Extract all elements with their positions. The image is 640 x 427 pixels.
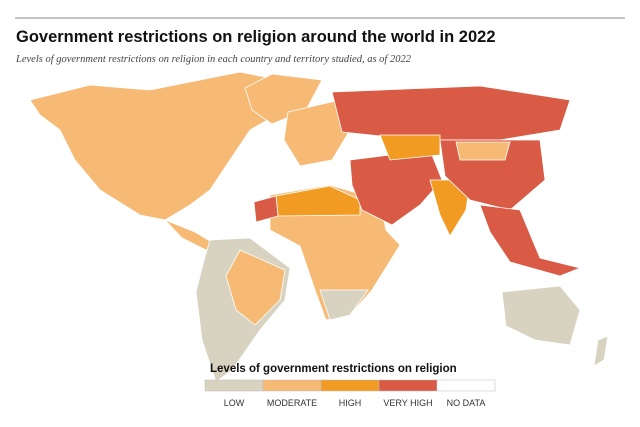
legend-label: VERY HIGH	[383, 398, 432, 408]
title: Government restrictions on religion arou…	[16, 28, 496, 46]
legend-swatch	[436, 379, 496, 392]
legend-label: LOW	[224, 398, 245, 408]
legend-label: NO DATA	[447, 398, 486, 408]
legend-swatch	[320, 379, 380, 392]
north-america	[29, 71, 291, 221]
mongolia	[455, 141, 511, 161]
morocco	[253, 195, 279, 223]
legend-swatch	[204, 379, 264, 392]
legend-swatch	[262, 379, 322, 392]
southern-africa	[319, 289, 369, 321]
new-zealand	[593, 335, 609, 367]
southeast-asia	[479, 204, 582, 277]
central-america	[164, 219, 216, 251]
world-map	[29, 71, 609, 383]
subtitle: Levels of government restrictions on rel…	[15, 54, 412, 65]
legend-swatch	[378, 379, 438, 392]
legend-label: MODERATE	[267, 398, 317, 408]
kazakhstan	[379, 134, 441, 161]
australia	[501, 285, 581, 346]
legend-label: HIGH	[339, 398, 362, 408]
russia	[331, 85, 571, 141]
legend-title: Levels of government restrictions on rel…	[210, 363, 457, 375]
brazil	[225, 249, 286, 326]
legend: LOW MODERATE HIGH VERY HIGH NO DATA	[204, 379, 496, 408]
